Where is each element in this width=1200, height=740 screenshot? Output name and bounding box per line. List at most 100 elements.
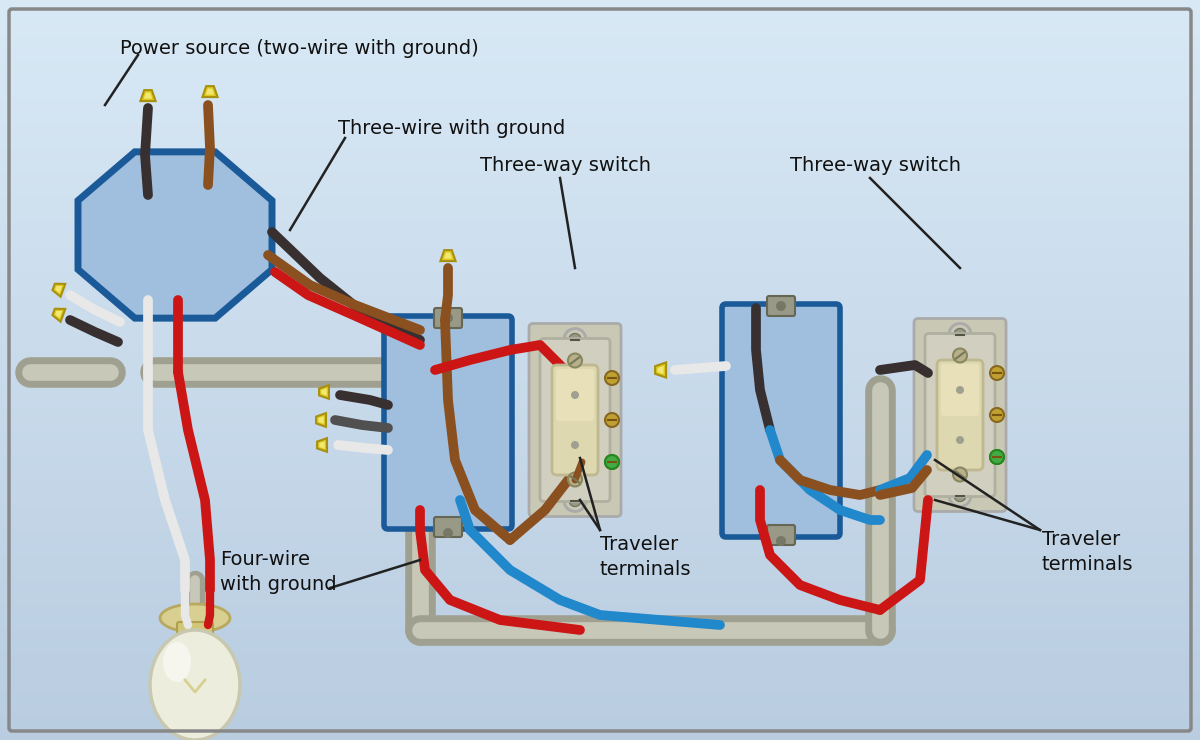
Polygon shape xyxy=(53,283,65,297)
Circle shape xyxy=(605,455,619,469)
Circle shape xyxy=(605,413,619,427)
Circle shape xyxy=(953,349,967,363)
FancyBboxPatch shape xyxy=(941,364,979,416)
Bar xyxy=(0,468,1200,481)
Polygon shape xyxy=(55,311,62,318)
Bar xyxy=(0,185,1200,198)
Bar xyxy=(0,148,1200,161)
Circle shape xyxy=(443,313,454,323)
Ellipse shape xyxy=(160,604,230,632)
Bar xyxy=(0,283,1200,296)
Polygon shape xyxy=(440,250,456,261)
Bar xyxy=(0,420,1200,431)
Bar xyxy=(0,24,1200,37)
Bar xyxy=(0,666,1200,679)
Circle shape xyxy=(953,468,967,482)
Circle shape xyxy=(954,329,966,340)
Bar xyxy=(0,407,1200,420)
FancyBboxPatch shape xyxy=(767,296,794,316)
Bar xyxy=(0,0,1200,13)
Circle shape xyxy=(990,450,1004,464)
FancyBboxPatch shape xyxy=(540,338,610,502)
Circle shape xyxy=(564,489,586,511)
Polygon shape xyxy=(322,388,326,396)
Bar xyxy=(0,357,1200,370)
Circle shape xyxy=(571,441,578,449)
Circle shape xyxy=(776,536,786,546)
Bar xyxy=(0,542,1200,555)
Bar xyxy=(0,383,1200,394)
Polygon shape xyxy=(144,92,152,98)
Bar xyxy=(0,272,1200,283)
Bar xyxy=(0,505,1200,518)
Text: Three-wire with ground: Three-wire with ground xyxy=(338,118,565,138)
Bar xyxy=(0,198,1200,209)
Bar xyxy=(0,98,1200,111)
Circle shape xyxy=(954,489,966,502)
Bar xyxy=(0,309,1200,320)
Circle shape xyxy=(956,386,964,394)
Polygon shape xyxy=(444,252,452,258)
Bar xyxy=(0,703,1200,716)
Polygon shape xyxy=(319,441,325,448)
Polygon shape xyxy=(203,86,217,97)
Polygon shape xyxy=(55,286,62,293)
Bar xyxy=(0,135,1200,148)
Text: Traveler
terminals: Traveler terminals xyxy=(600,535,691,579)
Circle shape xyxy=(990,366,1004,380)
Bar xyxy=(0,690,1200,703)
Circle shape xyxy=(568,473,582,486)
Circle shape xyxy=(990,450,1004,464)
FancyBboxPatch shape xyxy=(384,316,512,529)
Bar xyxy=(0,296,1200,309)
Text: Traveler
terminals: Traveler terminals xyxy=(1042,530,1134,574)
Circle shape xyxy=(443,528,454,538)
Bar xyxy=(0,259,1200,272)
Circle shape xyxy=(568,354,582,368)
Polygon shape xyxy=(317,438,326,452)
Bar xyxy=(0,333,1200,346)
Bar xyxy=(0,679,1200,690)
FancyBboxPatch shape xyxy=(937,360,983,470)
Polygon shape xyxy=(319,385,329,399)
Circle shape xyxy=(569,494,581,506)
Bar xyxy=(0,444,1200,457)
Bar xyxy=(0,431,1200,444)
Bar xyxy=(0,370,1200,383)
FancyBboxPatch shape xyxy=(722,304,840,537)
Circle shape xyxy=(949,485,971,506)
Polygon shape xyxy=(140,90,156,101)
FancyBboxPatch shape xyxy=(767,525,794,545)
Polygon shape xyxy=(316,413,326,427)
Bar xyxy=(0,320,1200,333)
FancyBboxPatch shape xyxy=(434,517,462,537)
Polygon shape xyxy=(53,309,65,322)
Bar xyxy=(0,716,1200,727)
Circle shape xyxy=(956,436,964,444)
FancyBboxPatch shape xyxy=(914,318,1006,511)
Bar xyxy=(0,653,1200,666)
FancyBboxPatch shape xyxy=(556,369,594,421)
Ellipse shape xyxy=(150,630,240,740)
Bar xyxy=(0,87,1200,98)
Bar xyxy=(0,246,1200,259)
Circle shape xyxy=(776,301,786,311)
Bar xyxy=(0,555,1200,568)
Circle shape xyxy=(990,408,1004,422)
FancyBboxPatch shape xyxy=(178,622,214,650)
Bar xyxy=(0,209,1200,222)
Bar xyxy=(0,494,1200,505)
FancyBboxPatch shape xyxy=(925,334,995,497)
Bar xyxy=(0,568,1200,579)
Bar xyxy=(0,346,1200,357)
Text: Three-way switch: Three-way switch xyxy=(480,155,650,175)
Bar xyxy=(0,457,1200,468)
Bar xyxy=(0,727,1200,740)
Polygon shape xyxy=(318,416,324,424)
Bar xyxy=(0,481,1200,494)
Bar xyxy=(0,605,1200,616)
Circle shape xyxy=(605,455,619,469)
Bar xyxy=(0,616,1200,629)
Bar xyxy=(0,161,1200,172)
Circle shape xyxy=(949,323,971,346)
